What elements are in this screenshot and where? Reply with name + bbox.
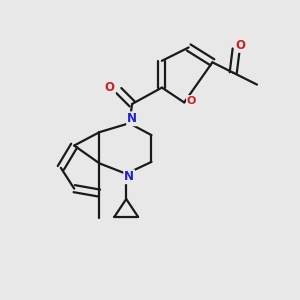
Text: N: N (124, 170, 134, 183)
Text: O: O (105, 81, 115, 94)
Text: N: N (127, 112, 137, 125)
Text: O: O (236, 39, 246, 52)
Text: O: O (187, 96, 196, 106)
